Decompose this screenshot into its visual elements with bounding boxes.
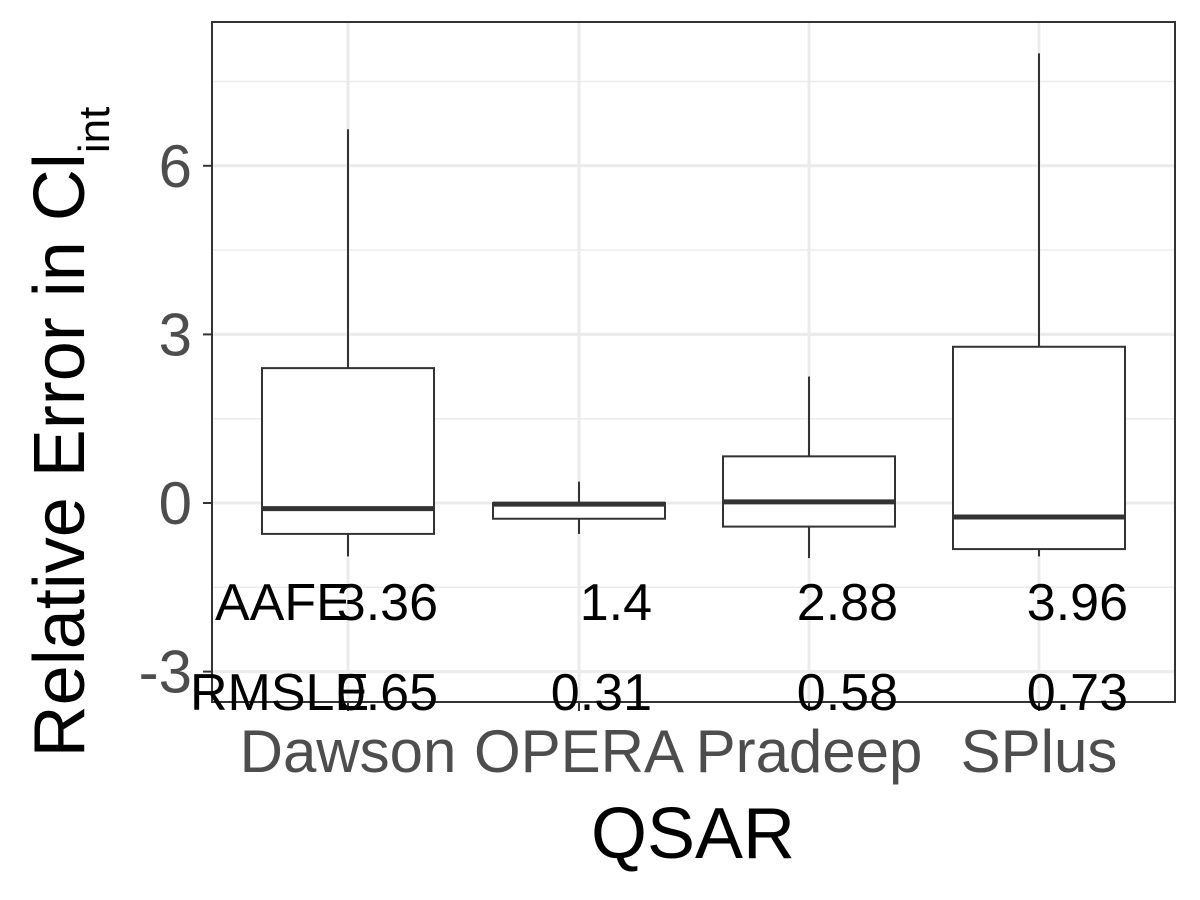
y-axis-title: Relative Error in Clint <box>20 107 119 758</box>
y-axis-ticks: -3 0 3 6 <box>139 133 212 706</box>
box-opera <box>492 481 666 534</box>
x-tick-label: Pradeep <box>696 718 923 785</box>
annotation-value-aafe: 3.96 <box>1027 574 1128 632</box>
x-axis-title: QSAR <box>591 794 795 874</box>
x-tick-label: SPlus <box>961 718 1118 785</box>
box-iqr <box>722 455 896 528</box>
annotation-value-rmsle: 0.31 <box>551 664 652 722</box>
annotation-value-rmsle: 0.58 <box>797 664 898 722</box>
y-axis-title-subscript: int <box>70 107 119 153</box>
x-axis-ticks: Dawson OPERA Pradeep SPlus <box>240 702 1118 785</box>
annotation-value-rmsle: 0.65 <box>337 664 438 722</box>
annotation-value-aafe: 1.4 <box>580 574 652 632</box>
y-tick-label: -3 <box>139 639 192 706</box>
x-tick-label: OPERA <box>474 718 684 785</box>
box-series <box>261 53 1126 559</box>
annotation-value-aafe: 3.36 <box>337 574 438 632</box>
box-pradeep <box>722 376 896 559</box>
y-tick-label: 6 <box>159 133 192 200</box>
y-tick-label: 0 <box>159 470 192 537</box>
y-axis-title-main: Relative Error in Cl <box>20 153 100 757</box>
box-dawson <box>261 129 435 557</box>
box-splus <box>952 53 1126 557</box>
annotation-value-aafe: 2.88 <box>797 574 898 632</box>
annotation-row-label-rmsle: RMSLE <box>190 664 369 722</box>
annotation-value-rmsle: 0.73 <box>1027 664 1128 722</box>
x-tick-label: Dawson <box>240 718 457 785</box>
y-tick-label: 3 <box>159 301 192 368</box>
panel-border <box>211 21 1176 703</box>
annotation-row-label-aafe: AAFE <box>215 574 351 632</box>
